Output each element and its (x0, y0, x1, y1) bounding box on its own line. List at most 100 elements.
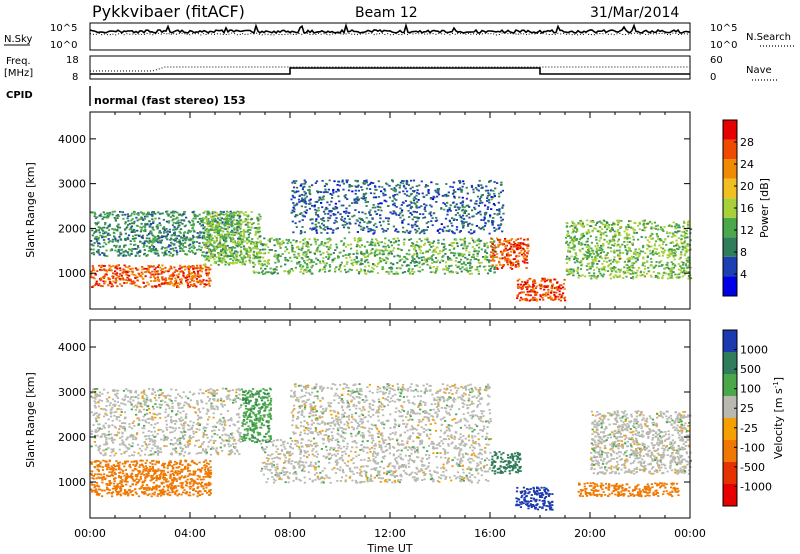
scatter-cell (229, 251, 232, 253)
scatter-cell (680, 261, 683, 263)
scatter-cell (396, 254, 399, 257)
scatter-cell (99, 234, 102, 237)
scatter-cell (646, 256, 649, 258)
scatter-cell (213, 261, 216, 264)
scatter-cell (322, 252, 325, 255)
scatter-cell (390, 188, 393, 190)
scatter-cell (324, 208, 327, 211)
scatter-cell (423, 229, 426, 232)
scatter-cell (103, 241, 106, 244)
scatter-cell (685, 270, 688, 273)
scatter-cell (575, 238, 579, 240)
scatter-cell (400, 249, 403, 251)
scatter-cell (322, 228, 325, 230)
scatter-cell (152, 220, 155, 223)
scatter-cell (438, 252, 441, 255)
scatter-cell (576, 266, 580, 269)
scatter-cell (264, 248, 267, 251)
scatter-cell (463, 240, 466, 243)
scatter-cell (682, 247, 685, 250)
scatter-cell (385, 260, 388, 263)
scatter-cell (458, 196, 461, 199)
scatter-cell (451, 271, 454, 273)
scatter-cell (491, 223, 494, 226)
scatter-cell (97, 251, 100, 254)
scatter-cell (144, 230, 147, 233)
scatter-cell (150, 231, 153, 234)
scatter-cell (217, 231, 220, 234)
scatter-cell (219, 219, 223, 222)
scatter-cell (205, 246, 208, 249)
scatter-cell (608, 259, 611, 262)
scatter-cell (506, 259, 509, 262)
scatter-cell (186, 284, 190, 287)
scatter-cell (256, 237, 259, 240)
scatter-cell (318, 270, 321, 273)
scatter-cell (259, 260, 262, 263)
scatter-cell (204, 259, 207, 261)
scatter-cell (145, 213, 148, 216)
scatter-cell (371, 217, 374, 219)
scatter-cell (616, 223, 619, 226)
scatter-cell (617, 234, 620, 237)
scatter-cell (584, 256, 587, 259)
scatter-cell (493, 254, 496, 256)
scatter-cell (323, 185, 326, 187)
scatter-cell (447, 191, 450, 194)
scatter-cell (426, 185, 429, 187)
scatter-cell (179, 278, 182, 281)
scatter-cell (597, 253, 600, 256)
scatter-cell (362, 252, 365, 255)
scatter-cell (305, 263, 308, 265)
scatter-cell (270, 271, 273, 274)
scatter-cell (369, 188, 372, 190)
scatter-cell (109, 240, 112, 242)
scatter-cell (218, 246, 221, 248)
scatter-cell (525, 251, 529, 254)
scatter-cell (231, 247, 234, 250)
scatter-cell (681, 248, 684, 251)
scatter-cell (590, 275, 593, 277)
scatter-cell (414, 221, 417, 223)
scatter-cell (344, 212, 347, 215)
scatter-cell (325, 245, 328, 248)
scatter-cell (459, 253, 462, 256)
scatter-cell (662, 252, 665, 255)
scatter-cell (182, 275, 185, 278)
scatter-cell (152, 273, 155, 276)
scatter-cell (257, 227, 260, 230)
scatter-cell (95, 240, 99, 243)
scatter-cell (98, 214, 101, 217)
scatter-cell (316, 250, 319, 253)
scatter-cell (617, 260, 620, 263)
scatter-cell (366, 251, 369, 254)
scatter-cell (393, 241, 396, 244)
scatter-cell (685, 247, 688, 250)
scatter-cell (395, 184, 398, 187)
scatter-cell (159, 285, 162, 288)
scatter-cell (233, 223, 237, 226)
scatter-cell (609, 247, 612, 249)
scatter-cell (146, 213, 149, 215)
scatter-cell (202, 279, 205, 281)
scatter-cell (93, 232, 96, 235)
scatter-cell (173, 243, 176, 246)
scatter-cell (656, 224, 659, 227)
scatter-cell (158, 240, 161, 242)
scatter-cell (179, 243, 182, 246)
scatter-cell (459, 267, 462, 270)
scatter-cell (354, 189, 357, 192)
scatter-cell (650, 238, 653, 240)
scatter-cell (178, 283, 181, 286)
scatter-cell (622, 252, 625, 254)
scatter-cell (520, 287, 523, 289)
scatter-cell (128, 278, 131, 281)
frequency-trace (90, 67, 690, 75)
scatter-cell (599, 220, 602, 223)
scatter-cell (623, 241, 626, 243)
scatter-cell (609, 240, 612, 243)
scatter-cell (595, 277, 598, 280)
scatter-cell (149, 266, 152, 268)
scatter-cell (426, 237, 429, 240)
scatter-cell (158, 217, 161, 220)
